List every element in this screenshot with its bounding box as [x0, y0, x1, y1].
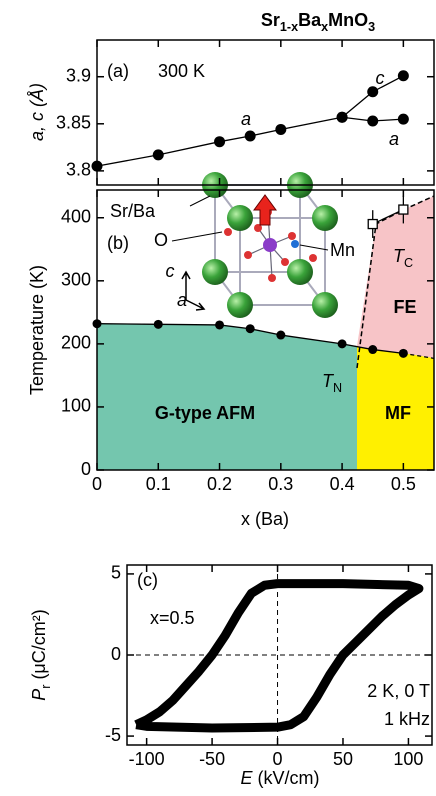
- x-tick-label: 0.1: [146, 474, 171, 494]
- panel-label: (a): [107, 61, 129, 81]
- phase-label: MF: [385, 403, 411, 423]
- structure-label: Sr/Ba: [110, 201, 156, 221]
- x-tick-label: 0.5: [391, 474, 416, 494]
- annotation: 2 K, 0 T: [367, 681, 430, 701]
- structure-label: a: [177, 290, 187, 310]
- text-part: Ba: [298, 10, 322, 30]
- y-tick-label: 3.8: [66, 160, 91, 180]
- marker: [92, 161, 103, 172]
- structure-label: Mn: [330, 240, 355, 260]
- annotation: 1 kHz: [384, 709, 430, 729]
- text-part: (kV/cm): [253, 768, 320, 788]
- temperature-label: 300 K: [158, 61, 205, 81]
- series-label: a: [241, 109, 251, 129]
- phase-regions: [97, 196, 434, 470]
- structure-label: O: [154, 230, 168, 250]
- panel-label: (b): [107, 233, 129, 253]
- chart-title: Sr1-xBaxMnO3: [261, 10, 375, 35]
- marker: [276, 331, 285, 340]
- marker: [367, 86, 378, 97]
- y-tick-label: 100: [61, 396, 91, 416]
- text-part: MnO: [328, 10, 368, 30]
- annotation: x=0.5: [150, 608, 195, 628]
- y-tick-label: -5: [105, 725, 121, 745]
- text-part: P: [29, 689, 49, 701]
- text-part: Sr: [261, 10, 280, 30]
- panel-label: (c): [137, 570, 158, 590]
- y-tick-label: 300: [61, 270, 91, 290]
- figure: 3.83.853.9(a)010020030040000.10.20.30.40…: [0, 0, 436, 796]
- marker: [275, 124, 286, 135]
- marker: [154, 320, 163, 329]
- y-tick-label: 3.85: [56, 113, 91, 133]
- marker: [399, 205, 408, 214]
- text-part: N: [333, 381, 342, 395]
- x-axis-label: E (kV/cm): [240, 768, 319, 788]
- text-part: 1-x: [280, 20, 298, 34]
- marker: [214, 136, 225, 147]
- plot-frame: [97, 40, 434, 185]
- x-tick-label: 0.2: [207, 474, 232, 494]
- y-tick-label: 200: [61, 333, 91, 353]
- marker: [246, 324, 255, 333]
- y-tick-label: 400: [61, 206, 91, 226]
- x-tick-label: -100: [129, 749, 165, 769]
- phase-label: G-type AFM: [155, 403, 255, 423]
- marker: [398, 70, 409, 81]
- x-tick-label: 50: [333, 749, 353, 769]
- y-axis-label: a, c (Å): [27, 83, 47, 141]
- crystal-structure: [172, 172, 338, 318]
- y-tick-label: 3.9: [66, 65, 91, 85]
- x-tick-label: 0.3: [268, 474, 293, 494]
- y-tick-label: 0: [81, 459, 91, 479]
- x-tick-label: 0: [92, 474, 102, 494]
- structure-label: c: [166, 261, 175, 281]
- x-axis-label: x (Ba): [241, 509, 289, 529]
- text-part: 3: [368, 20, 375, 34]
- y-axis-label: Pr (μC/cm²): [29, 609, 54, 701]
- text-part: (μC/cm²): [29, 609, 49, 684]
- marker: [93, 319, 102, 328]
- y-axis-label: Temperature (K): [27, 265, 47, 395]
- marker: [337, 112, 348, 123]
- y-tick-label: 0: [111, 644, 121, 664]
- phase-afm: [97, 324, 357, 470]
- marker: [398, 114, 409, 125]
- phase-label: FE: [393, 297, 416, 317]
- marker: [153, 149, 164, 160]
- text-part: C: [404, 256, 413, 270]
- x-tick-label: 0.4: [330, 474, 355, 494]
- text-part: x: [321, 20, 328, 34]
- x-tick-label: 100: [393, 749, 423, 769]
- y-tick-label: 5: [111, 563, 121, 583]
- x-tick-label: -50: [199, 749, 225, 769]
- marker: [368, 220, 377, 229]
- marker: [245, 131, 256, 142]
- marker: [338, 339, 347, 348]
- marker: [367, 115, 378, 126]
- series-label: a: [389, 129, 399, 149]
- marker: [368, 345, 377, 354]
- x-tick-label: 0: [273, 749, 283, 769]
- marker: [215, 320, 224, 329]
- series-label: c: [376, 68, 385, 88]
